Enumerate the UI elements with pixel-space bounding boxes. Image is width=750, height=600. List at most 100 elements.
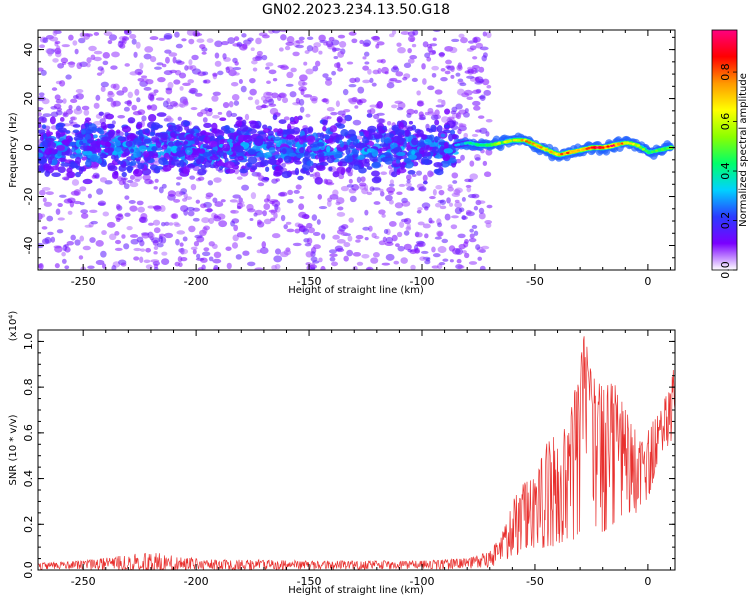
spectrogram-speckle xyxy=(121,234,126,239)
spectrogram-band-blob xyxy=(236,129,241,134)
spectrogram-band-blob xyxy=(78,166,84,175)
spectrogram-speckle xyxy=(418,186,427,192)
signal-ridge xyxy=(482,143,486,147)
spectrogram-speckle xyxy=(175,43,183,49)
spectrogram-band-blob xyxy=(112,171,119,179)
spectrogram-band-blob xyxy=(44,147,52,155)
signal-ridge xyxy=(610,144,614,148)
spectrogram-speckle xyxy=(318,50,323,55)
spectrogram-band-blob xyxy=(418,147,425,155)
spectrogram-speckle xyxy=(456,64,463,71)
spectrogram-speckle xyxy=(451,215,459,219)
spectrogram-speckle xyxy=(61,251,66,257)
spectrogram-band-blob xyxy=(38,129,46,134)
spectrogram-speckle xyxy=(471,64,480,70)
spectrogram-speckle xyxy=(269,217,276,222)
spectrogram-speckle xyxy=(152,219,161,226)
spectrogram-speckle xyxy=(403,230,410,236)
spectrogram-band-blob xyxy=(440,160,450,168)
spectrogram-speckle xyxy=(426,56,432,62)
signal-ridge xyxy=(565,151,570,154)
spectrogram-speckle xyxy=(188,225,196,233)
spectrogram-speckle xyxy=(252,67,258,72)
spectrogram-speckle xyxy=(225,66,230,74)
spectrogram-speckle xyxy=(141,115,147,122)
spectrogram-band-blob xyxy=(38,122,42,129)
spectrogram-speckle xyxy=(46,215,54,222)
spectrogram-speckle xyxy=(325,79,333,86)
signal-ridge xyxy=(490,143,495,146)
spectrogram-speckle xyxy=(173,198,181,203)
signal-ridge xyxy=(520,139,525,142)
spectrogram-speckle xyxy=(190,246,198,251)
spectrogram-speckle xyxy=(346,184,354,188)
spectrogram-band-blob xyxy=(436,125,443,133)
spectrogram-band-blob xyxy=(56,145,66,151)
spectrogram-speckle xyxy=(232,234,239,242)
spectrogram-speckle xyxy=(469,45,477,51)
spectrogram-speckle xyxy=(93,50,103,55)
spectrogram-band-blob xyxy=(346,139,351,146)
spectrogram-band-blob xyxy=(202,151,211,157)
spectrogram-speckle xyxy=(244,113,250,121)
spectrogram-speckle xyxy=(168,222,174,226)
spectrogram-speckle xyxy=(179,86,184,91)
spectrogram-speckle xyxy=(174,69,182,76)
spectrogram-speckle xyxy=(362,79,371,84)
spectrogram-speckle xyxy=(95,259,105,266)
spectrogram-speckle xyxy=(42,113,52,118)
spectrogram-speckle xyxy=(131,104,138,111)
spectrogram-speckle xyxy=(452,180,458,184)
spectrogram-speckle xyxy=(126,225,133,231)
spectrogram-speckle xyxy=(474,81,483,85)
signal-ridge xyxy=(601,146,605,149)
spectrogram-speckle xyxy=(54,94,61,101)
spectrogram-speckle xyxy=(114,231,120,236)
spectrogram-x-axis-label: Height of straight line (km) xyxy=(288,285,424,296)
spectrogram-speckle xyxy=(386,120,392,126)
spectrogram-speckle xyxy=(388,199,394,205)
spectrogram-speckle xyxy=(312,231,321,236)
spectrogram-band-blob xyxy=(66,171,76,179)
spectrogram-speckle xyxy=(362,65,369,71)
spectrogram-speckle xyxy=(97,66,104,71)
spectrogram-band-blob xyxy=(433,168,440,174)
spectrogram-speckle xyxy=(230,112,238,117)
spectrogram-speckle xyxy=(261,241,267,249)
spectrogram-speckle xyxy=(460,37,468,44)
spectrogram-band-blob xyxy=(227,138,233,143)
spectrogram-band-blob xyxy=(57,166,66,174)
spectrogram-speckle xyxy=(124,195,130,200)
spectrogram-speckle xyxy=(416,209,422,214)
signal-ridge xyxy=(576,149,581,152)
spectrogram-speckle xyxy=(202,251,211,257)
spectrogram-speckle xyxy=(355,234,364,240)
spectrogram-speckle xyxy=(464,252,470,259)
spectrogram-speckle xyxy=(316,219,321,225)
spectrogram-speckle xyxy=(115,214,124,221)
spectrogram-band-blob xyxy=(57,127,67,133)
spectrogram-speckle xyxy=(179,248,189,255)
spectrogram-speckle xyxy=(325,182,335,186)
spectrogram-speckle xyxy=(393,260,400,265)
spectrogram-speckle xyxy=(40,213,46,218)
spectrogram-speckle xyxy=(290,67,297,73)
spectrogram-band-blob xyxy=(126,165,133,174)
colorbar-tick-label: 0.6 xyxy=(719,113,732,130)
spectrogram-speckle xyxy=(203,247,210,252)
spectrogram-speckle xyxy=(379,191,385,197)
signal-ridge xyxy=(641,148,646,151)
spectrogram-speckle xyxy=(402,76,408,81)
spectrogram-y-tick-label: 20 xyxy=(22,92,35,106)
spectrogram-band-blob xyxy=(373,132,383,139)
spectrogram-speckle xyxy=(386,186,396,193)
spectrogram-band-blob xyxy=(316,164,326,171)
spectrogram-speckle xyxy=(431,65,440,71)
spectrogram-x-tick-label: -150 xyxy=(297,275,322,288)
spectrogram-speckle xyxy=(405,182,412,187)
spectrogram-speckle xyxy=(206,38,214,43)
spectrogram-speckle xyxy=(479,94,486,101)
spectrogram-band-blob xyxy=(226,151,233,156)
spectrogram-speckle xyxy=(428,50,437,56)
spectrogram-speckle xyxy=(80,212,89,219)
